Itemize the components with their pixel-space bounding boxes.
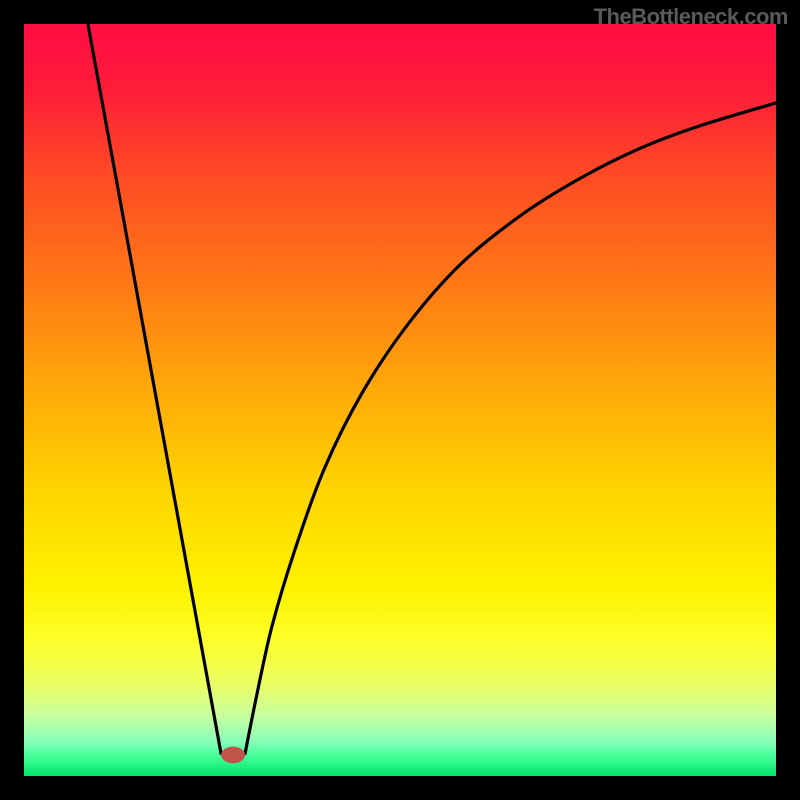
chart-svg: [24, 24, 776, 776]
brand-watermark: TheBottleneck.com: [594, 4, 788, 30]
plot-area: [24, 24, 776, 776]
bottleneck-marker: [221, 747, 245, 764]
chart-container: TheBottleneck.com: [0, 0, 800, 800]
gradient-background: [24, 24, 776, 776]
